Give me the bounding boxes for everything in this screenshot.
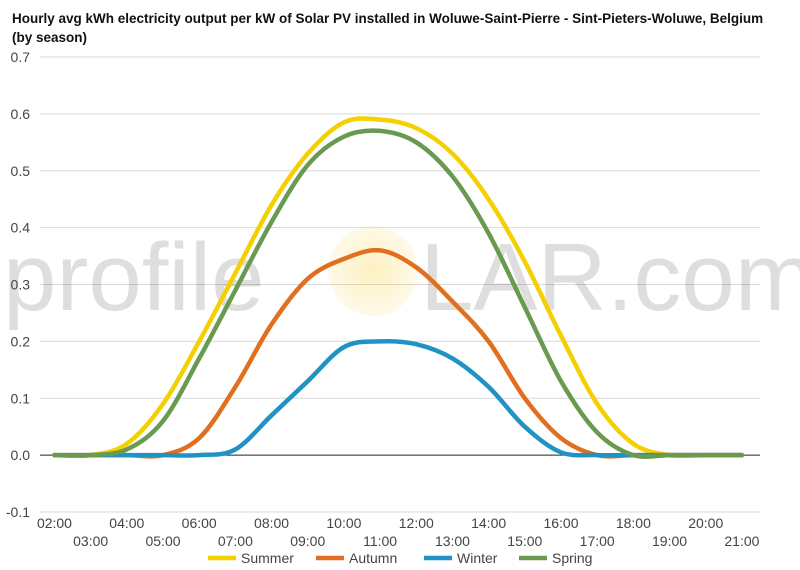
x-tick-label: 13:00 (435, 533, 470, 549)
legend-item-summer[interactable]: Summer (208, 550, 294, 566)
series-line-summer (52, 116, 745, 459)
series-line-spring (52, 128, 745, 460)
x-tick-label: 10:00 (326, 515, 361, 531)
y-tick-label: 0.1 (11, 390, 31, 406)
x-tick-label: 14:00 (471, 515, 506, 531)
x-tick-label: 17:00 (580, 533, 615, 549)
x-tick-label: 21:00 (724, 533, 759, 549)
watermark-text-left: profile (3, 224, 264, 331)
legend: Summer Autumn Winter Spring (208, 550, 592, 566)
x-tick-label: 11:00 (363, 533, 397, 549)
x-tick-label: 06:00 (182, 515, 217, 531)
y-tick-label: 0.6 (11, 106, 31, 122)
x-tick-label: 09:00 (290, 533, 325, 549)
legend-label: Autumn (349, 550, 397, 566)
y-tick-label: 0.0 (11, 447, 31, 463)
legend-label: Summer (241, 550, 294, 566)
x-tick-label: 12:00 (399, 515, 434, 531)
x-tick-label: 15:00 (507, 533, 542, 549)
legend-label: Winter (457, 550, 498, 566)
y-tick-label: -0.1 (6, 504, 30, 520)
y-tick-label: 0.4 (11, 220, 31, 236)
legend-item-winter[interactable]: Winter (424, 550, 498, 566)
axis-labels: 0.7 0.6 0.5 0.4 0.3 0.2 0.1 0.0 -0.1 02:00 04:00 06… (6, 49, 760, 549)
x-tick-label: 08:00 (254, 515, 289, 531)
x-tick-label: 02:00 (37, 515, 72, 531)
y-tick-label: 0.7 (11, 49, 31, 65)
legend-item-autumn[interactable]: Autumn (316, 550, 397, 566)
chart-title: Hourly avg kWh electricity output per kW… (12, 11, 764, 45)
x-tick-label: 04:00 (109, 515, 144, 531)
x-tick-label: 16:00 (543, 515, 578, 531)
y-tick-label: 0.2 (11, 333, 31, 349)
x-tick-label: 20:00 (688, 515, 723, 531)
x-tick-label: 03:00 (73, 533, 108, 549)
legend-item-spring[interactable]: Spring (519, 550, 592, 566)
watermark: profile LAR.com (3, 224, 800, 331)
y-tick-label: 0.3 (11, 277, 31, 293)
x-tick-label: 19:00 (652, 533, 687, 549)
watermark-text-right: LAR.com (420, 224, 800, 331)
sun-logo-icon (328, 226, 418, 316)
y-tick-label: 0.5 (11, 163, 31, 179)
x-tick-label: 18:00 (616, 515, 651, 531)
x-tick-label: 05:00 (145, 533, 180, 549)
x-tick-label: 07:00 (218, 533, 253, 549)
legend-label: Spring (552, 550, 592, 566)
series-lines (52, 116, 745, 460)
